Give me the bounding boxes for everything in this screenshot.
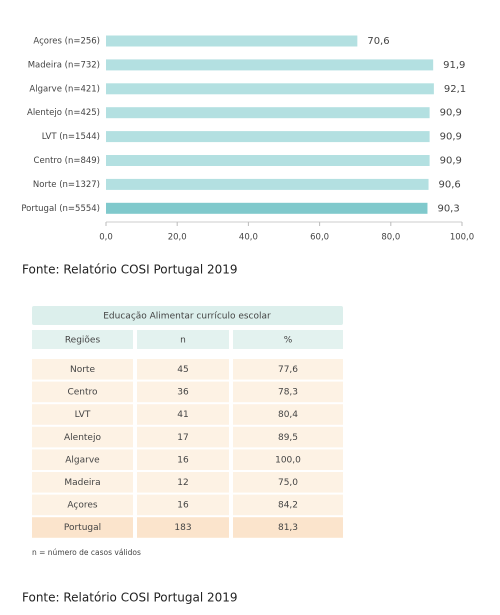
x-tick-label: 100,0 [450, 233, 474, 243]
bar [106, 35, 358, 47]
table-cell [233, 359, 343, 380]
cell-text: Açores [67, 501, 97, 511]
bar [106, 131, 430, 143]
cell-text: LVT [75, 410, 91, 420]
table-cell [233, 517, 343, 538]
table-cell [233, 449, 343, 470]
header-label: % [284, 336, 293, 346]
bar [106, 107, 430, 119]
cell-text: 89,5 [278, 433, 298, 443]
y-tick-label: Centro (n=849) [34, 156, 100, 166]
table-cell [137, 404, 229, 425]
cell-text: Alentejo [64, 433, 101, 443]
table-cell [137, 381, 229, 403]
bar [106, 178, 429, 190]
table-cell [233, 472, 343, 493]
cell-text: 78,3 [278, 388, 298, 398]
x-tick-label: 0,0 [99, 233, 113, 243]
header-cell [32, 330, 133, 349]
y-tick-label: Açores (n=256) [33, 37, 100, 47]
y-tick-label: Algarve (n=421) [29, 84, 100, 94]
table-cell [233, 381, 343, 403]
header-label: Regiões [65, 336, 101, 346]
cell-text: 77,6 [278, 365, 298, 375]
value-label: 90,9 [440, 132, 462, 143]
table-cell [137, 472, 229, 493]
table-cell [32, 449, 133, 470]
table-cell [137, 426, 229, 448]
table-cell [32, 404, 133, 425]
cell-text: 36 [177, 388, 189, 398]
cell-text: 16 [177, 501, 189, 511]
table-cell [32, 426, 133, 448]
header-cell [233, 330, 343, 349]
cell-text: 41 [177, 410, 188, 420]
table-cell [32, 381, 133, 403]
cell-text: Madeira [64, 478, 100, 488]
cell-text: Algarve [65, 455, 100, 465]
cell-text: 12 [177, 478, 188, 488]
bar [106, 59, 434, 71]
table-title: Educação Alimentar currículo escolar [103, 312, 271, 322]
table-cell [233, 426, 343, 448]
table-cell [32, 472, 133, 493]
table-cell [137, 359, 229, 380]
value-label: 90,9 [440, 156, 462, 167]
x-tick-label: 20,0 [168, 233, 187, 243]
table-title-cell [32, 306, 343, 325]
table-cell [137, 449, 229, 470]
cell-text: 100,0 [275, 455, 301, 465]
cell-text: Norte [70, 365, 95, 375]
cell-text: 81,3 [278, 523, 298, 533]
caption: Fonte: Relatório COSI Portugal 2019 [22, 591, 238, 605]
table-cell [32, 494, 133, 516]
value-label: 92,1 [444, 84, 466, 95]
value-label: 90,3 [437, 203, 459, 214]
cell-text: 84,2 [278, 501, 298, 511]
table-cell [233, 404, 343, 425]
cell-text: Centro [67, 388, 98, 398]
footnote: n = número de casos válidos [32, 548, 141, 557]
cell-text: 80,4 [278, 410, 298, 420]
table-cell [137, 517, 229, 538]
caption: Fonte: Relatório COSI Portugal 2019 [22, 263, 238, 277]
y-tick-label: Alentejo (n=425) [27, 108, 100, 118]
table-cell [233, 494, 343, 516]
x-tick-label: 40,0 [239, 233, 258, 243]
x-tick-label: 60,0 [310, 233, 329, 243]
header-label: n [180, 336, 186, 346]
y-tick-label: Norte (n=1327) [33, 180, 100, 190]
cell-text: 45 [177, 365, 188, 375]
value-label: 90,6 [439, 179, 461, 190]
table-cell [32, 517, 133, 538]
y-tick-label: Madeira (n=732) [28, 60, 100, 70]
value-label: 70,6 [367, 36, 389, 47]
cell-text: 183 [174, 523, 191, 533]
bar [106, 83, 434, 95]
table-cell [32, 359, 133, 380]
bar [106, 202, 428, 214]
y-tick-label: Portugal (n=5554) [21, 204, 100, 214]
x-tick-label: 80,0 [381, 233, 400, 243]
cell-text: 16 [177, 455, 189, 465]
table-cell [137, 494, 229, 516]
cell-text: Portugal [64, 523, 101, 533]
header-cell [137, 330, 229, 349]
value-label: 90,9 [440, 108, 462, 119]
cell-text: 17 [177, 433, 188, 443]
y-tick-label: LVT (n=1544) [42, 132, 100, 142]
value-label: 91,9 [443, 60, 465, 71]
bar [106, 155, 430, 166]
cell-text: 75,0 [278, 478, 298, 488]
